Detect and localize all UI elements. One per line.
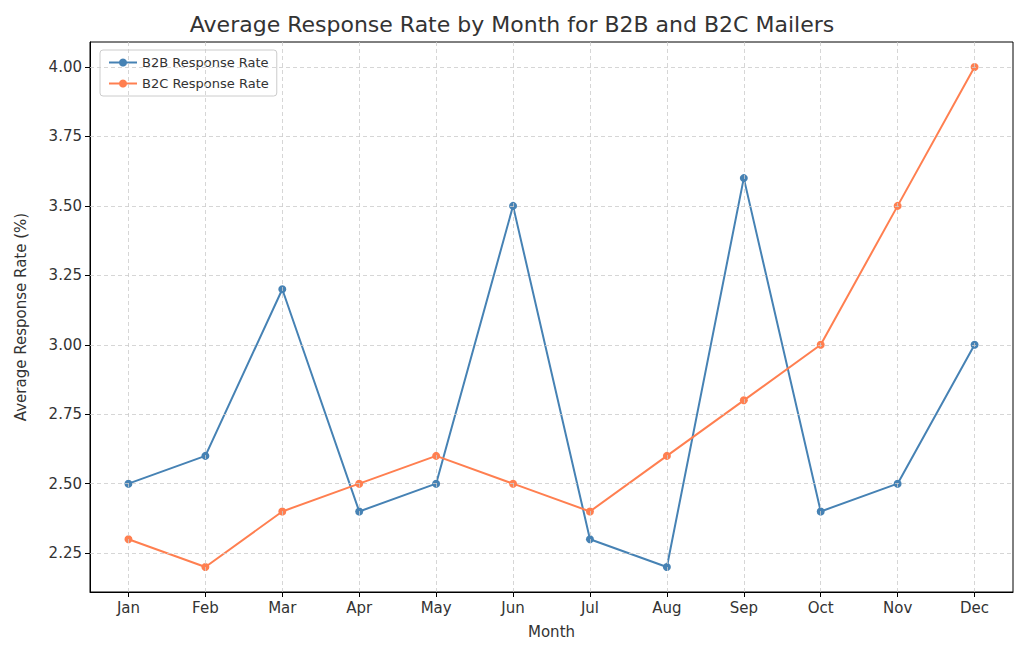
svg-text:Apr: Apr	[346, 599, 373, 617]
svg-text:Month: Month	[528, 623, 575, 641]
svg-text:Jun: Jun	[500, 599, 524, 617]
svg-text:Sep: Sep	[730, 599, 758, 617]
svg-text:4.00: 4.00	[49, 58, 82, 76]
svg-text:Nov: Nov	[883, 599, 912, 617]
svg-text:Jan: Jan	[116, 599, 140, 617]
svg-text:May: May	[421, 599, 452, 617]
svg-text:2.75: 2.75	[49, 405, 82, 423]
svg-text:Feb: Feb	[192, 599, 219, 617]
svg-text:Aug: Aug	[652, 599, 681, 617]
svg-text:3.00: 3.00	[49, 336, 82, 354]
svg-text:B2B Response Rate: B2B Response Rate	[142, 55, 269, 70]
svg-text:Average Response Rate by Month: Average Response Rate by Month for B2B a…	[190, 12, 834, 37]
svg-text:3.25: 3.25	[49, 266, 82, 284]
svg-text:2.50: 2.50	[49, 475, 82, 493]
svg-text:Jul: Jul	[580, 599, 599, 617]
svg-text:B2C Response Rate: B2C Response Rate	[142, 76, 269, 91]
svg-text:Oct: Oct	[808, 599, 834, 617]
svg-text:3.75: 3.75	[49, 127, 82, 145]
svg-text:Mar: Mar	[268, 599, 297, 617]
svg-text:3.50: 3.50	[49, 197, 82, 215]
svg-text:Dec: Dec	[960, 599, 989, 617]
svg-text:2.25: 2.25	[49, 544, 82, 562]
svg-text:Average Response Rate (%): Average Response Rate (%)	[12, 213, 30, 421]
